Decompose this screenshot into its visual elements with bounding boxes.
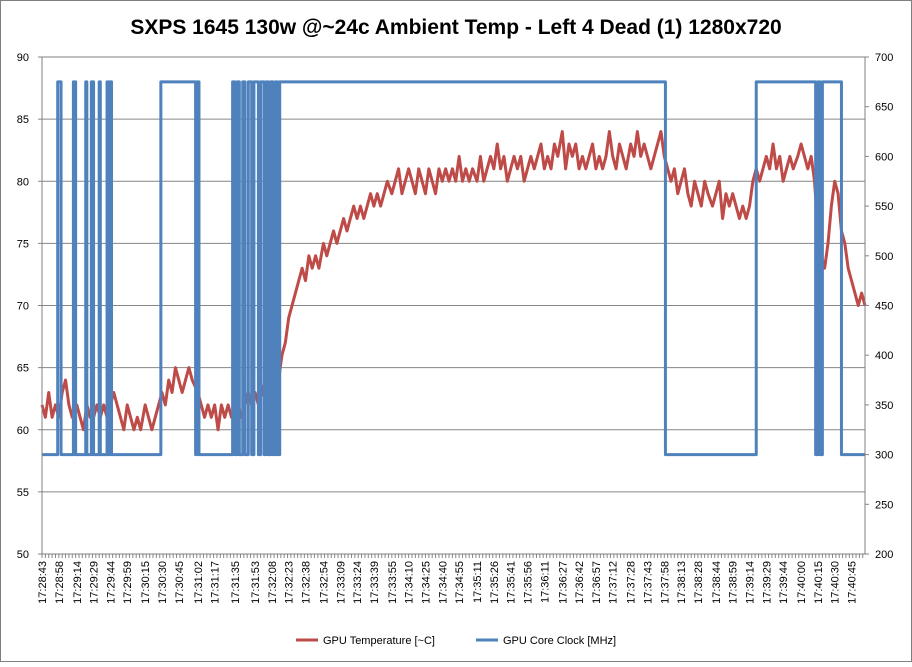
left-tick-label: 50 (17, 549, 29, 561)
x-tick-label: 17:37:58 (659, 561, 671, 604)
x-tick-label: 17:31:53 (250, 561, 262, 604)
x-tick-label: 17:28:43 (37, 561, 49, 604)
x-tick-label: 17:34:55 (454, 561, 466, 604)
x-tick-label: 17:40:00 (796, 561, 808, 604)
x-tick-label: 17:34:10 (404, 561, 416, 604)
right-tick-label: 250 (875, 499, 893, 511)
right-axis-ticks: 200 250 300 350 400 450 500 550 600 650 700 (865, 52, 893, 561)
x-tick-label: 17:29:44 (105, 561, 117, 604)
right-tick-label: 350 (875, 400, 893, 412)
legend-label: GPU Core Clock [MHz] (503, 635, 616, 647)
x-tick-label: 17:36:11 (539, 561, 551, 603)
x-tick-label: 17:35:11 (472, 561, 484, 603)
x-tick-label: 17:37:12 (608, 561, 620, 604)
right-tick-label: 550 (875, 201, 893, 213)
right-tick-label: 200 (875, 549, 893, 561)
x-tick-label: 17:39:44 (778, 561, 790, 604)
x-tick-label: 17:33:55 (387, 561, 399, 604)
x-tick-label: 17:38:28 (693, 561, 705, 604)
right-tick-label: 600 (875, 151, 893, 163)
x-tick-label: 17:29:29 (89, 561, 101, 604)
chart-title: SXPS 1645 130w @~24c Ambient Temp - Left… (130, 16, 781, 39)
x-axis-ticks: 17:28:43 17:28:58 17:29:14 17:29:29 17:29:44… (37, 554, 864, 604)
x-tick-label: 17:31:35 (230, 561, 242, 604)
left-tick-label: 65 (17, 363, 29, 375)
right-tick-label: 450 (875, 301, 893, 313)
x-tick-label: 17:36:42 (574, 561, 586, 604)
series-line-gpu-temperature (40, 130, 867, 432)
series-line-gpu-core-clock (42, 80, 865, 457)
x-tick-label: 17:35:56 (523, 561, 535, 604)
left-tick-label: 80 (17, 176, 29, 188)
series-layer (40, 80, 867, 457)
x-tick-label: 17:31:17 (210, 561, 222, 604)
right-tick-label: 300 (875, 450, 893, 462)
left-tick-label: 55 (17, 487, 29, 499)
x-tick-label: 17:35:41 (506, 561, 518, 604)
x-tick-label: 17:29:14 (72, 561, 84, 604)
x-tick-label: 17:30:30 (157, 561, 169, 604)
left-tick-label: 90 (17, 52, 29, 64)
x-tick-label: 17:38:44 (711, 561, 723, 604)
x-tick-label: 17:40:30 (830, 561, 842, 604)
x-tick-label: 17:37:28 (626, 561, 638, 604)
x-tick-label: 17:28:58 (54, 561, 66, 604)
x-tick-label: 17:32:08 (267, 561, 279, 604)
x-tick-label: 17:33:24 (352, 561, 364, 604)
right-tick-label: 700 (875, 52, 893, 64)
x-tick-label: 17:40:15 (813, 561, 825, 604)
x-tick-label: 17:30:15 (140, 561, 152, 604)
x-tick-label: 17:33:09 (335, 561, 347, 604)
x-tick-label: 17:32:38 (300, 561, 312, 604)
left-tick-label: 60 (17, 425, 29, 437)
right-tick-label: 400 (875, 350, 893, 362)
x-tick-label: 17:35:26 (489, 561, 501, 604)
legend-label: GPU Temperature [~C] (323, 635, 435, 647)
x-tick-label: 17:36:27 (557, 561, 569, 604)
x-tick-label: 17:30:45 (174, 561, 186, 604)
x-tick-label: 17:36:57 (591, 561, 603, 604)
right-tick-label: 650 (875, 102, 893, 114)
x-tick-label: 17:39:29 (761, 561, 773, 604)
x-tick-label: 17:38:59 (728, 561, 740, 604)
x-tick-label: 17:32:54 (318, 561, 330, 604)
x-tick-label: 17:38:13 (676, 561, 688, 604)
x-tick-label: 17:34:25 (420, 561, 432, 604)
plot-area-border (41, 56, 866, 555)
x-tick-label: 17:31:02 (193, 561, 205, 604)
gridlines (42, 118, 865, 493)
x-tick-label: 17:37:43 (642, 561, 654, 604)
x-tick-label: 17:32:23 (284, 561, 296, 604)
left-axis-ticks: 50 55 60 65 70 75 80 85 90 (17, 52, 42, 561)
x-tick-label: 17:40:45 (847, 561, 859, 604)
left-tick-label: 85 (17, 114, 29, 126)
left-tick-label: 75 (17, 238, 29, 250)
x-tick-label: 17:29:59 (122, 561, 134, 604)
x-tick-label: 17:39:14 (745, 561, 757, 604)
legend: GPU Temperature [~C] GPU Core Clock [MHz] (296, 635, 616, 647)
right-tick-label: 500 (875, 251, 893, 263)
x-tick-label: 17:34:40 (437, 561, 449, 604)
x-tick-label: 17:33:39 (369, 561, 381, 604)
left-tick-label: 70 (17, 301, 29, 313)
